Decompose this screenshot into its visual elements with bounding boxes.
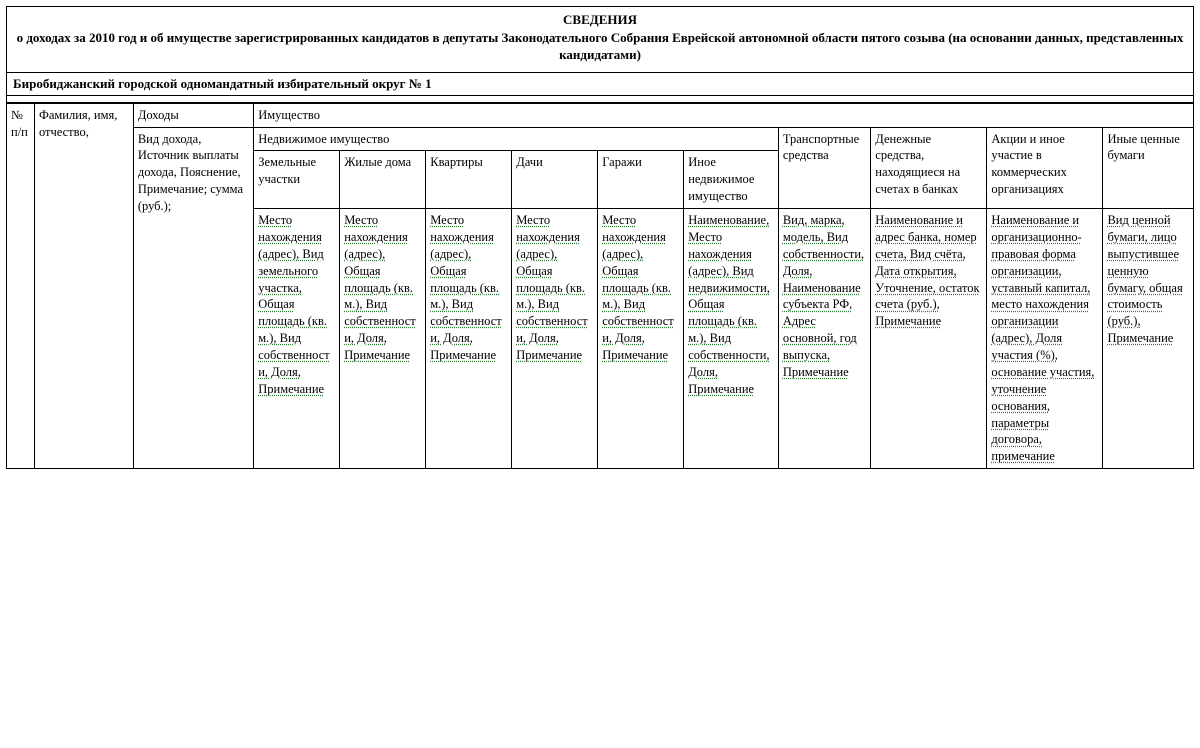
col-income-detail: Вид дохода, Источник выплаты дохода, Поя… [133,127,253,469]
col-garages: Гаражи [598,151,684,209]
table-header-row-1: № п/п Фамилия, имя, отчество, Доходы Иму… [7,103,1194,127]
detail-land: Место нахождения (адрес), Вид земельного… [254,209,340,469]
detail-houses: Место нахождения (адрес), Общая площадь … [340,209,426,469]
detail-shares: Наименование и организационно-правовая ф… [987,209,1103,469]
spacer [6,96,1194,103]
title-line2: о доходах за 2010 год и об имуществе зар… [13,29,1187,64]
detail-flats: Место нахождения (адрес), Общая площадь … [426,209,512,469]
col-land: Земельные участки [254,151,340,209]
col-shares: Акции и иное участие в коммерческих орга… [987,127,1103,209]
col-houses: Жилые дома [340,151,426,209]
col-dachas: Дачи [512,151,598,209]
col-flats: Квартиры [426,151,512,209]
col-property-group: Имущество [254,103,1194,127]
table-header-row-2: Вид дохода, Источник выплаты дохода, Поя… [7,127,1194,151]
district-subtitle: Биробиджанский городской одномандатный и… [6,72,1194,96]
candidates-table: № п/п Фамилия, имя, отчество, Доходы Иму… [6,103,1194,470]
col-num: № п/п [7,103,35,469]
col-fio: Фамилия, имя, отчество, [34,103,133,469]
col-bank: Денежные средства, находящиеся на счетах… [871,127,987,209]
detail-dachas: Место нахождения (адрес), Общая площадь … [512,209,598,469]
detail-securities: Вид ценной бумаги, лицо выпустившее ценн… [1103,209,1194,469]
title-line1: СВЕДЕНИЯ [13,11,1187,29]
detail-other-realty: Наименование, Место нахождения (адрес), … [684,209,779,469]
detail-bank: Наименование и адрес банка, номер счета,… [871,209,987,469]
col-transport: Транспортные средства [778,127,870,209]
col-income-group: Доходы [133,103,253,127]
detail-garages: Место нахождения (адрес), Общая площадь … [598,209,684,469]
detail-transport: Вид, марка, модель, Вид собственности, Д… [778,209,870,469]
document-title: СВЕДЕНИЯ о доходах за 2010 год и об имущ… [6,6,1194,72]
col-other-realty: Иное недвижимое имущество [684,151,779,209]
col-realty-group: Недвижимое имущество [254,127,779,151]
col-securities: Иные ценные бумаги [1103,127,1194,209]
